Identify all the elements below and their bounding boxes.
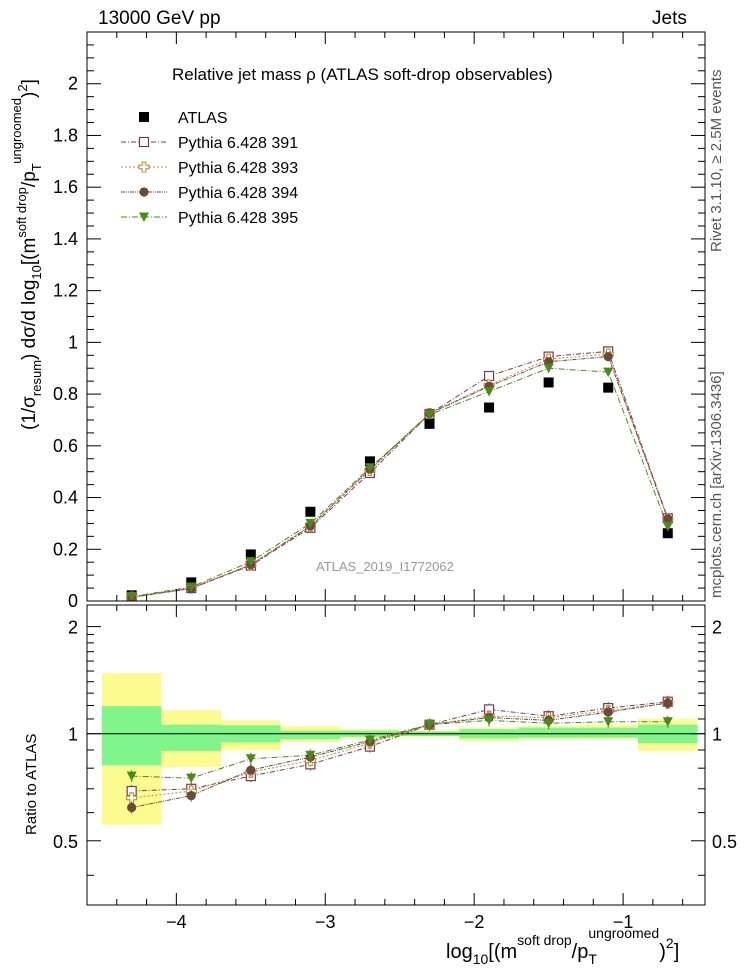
series-4-point bbox=[662, 522, 673, 532]
ratio-plot-frame bbox=[86, 604, 706, 906]
y-tick-label: 0.6 bbox=[53, 436, 78, 456]
series-4-ratio-point bbox=[364, 735, 375, 746]
y-tick-label: 1 bbox=[68, 332, 78, 352]
series-0-point bbox=[245, 549, 256, 560]
series-4-ratio-line bbox=[131, 719, 668, 779]
series-4-point bbox=[543, 363, 554, 374]
ratio-band-inner bbox=[578, 727, 638, 738]
x-tick-label: −4 bbox=[166, 912, 187, 932]
series-0-point bbox=[364, 456, 375, 467]
series-4-ratio-point bbox=[603, 717, 614, 727]
y-tick-label: 0.2 bbox=[53, 539, 78, 559]
series-0-point bbox=[186, 577, 197, 588]
series-3-ratio-point bbox=[186, 790, 196, 801]
chart-title: Relative jet mass ρ (ATLAS soft-drop obs… bbox=[172, 65, 553, 84]
ratio-band-inner bbox=[518, 727, 579, 738]
ratio-y-tick-label: 2 bbox=[68, 618, 78, 638]
series-0-point bbox=[424, 418, 435, 429]
x-tick-label: −1 bbox=[613, 912, 634, 932]
series-0-point bbox=[603, 382, 614, 393]
legend-label: Pythia 6.428 395 bbox=[178, 210, 298, 227]
series-0-point bbox=[484, 402, 495, 413]
y-tick-label: 1.8 bbox=[53, 125, 78, 145]
series-4-point bbox=[186, 582, 197, 593]
series-4-ratio-point bbox=[186, 773, 197, 784]
y-tick-label: 2 bbox=[68, 74, 78, 94]
legend-label: Pythia 6.428 394 bbox=[178, 185, 298, 202]
watermark-label: ATLAS_2019_I1772062 bbox=[316, 559, 454, 574]
header-left-label: 13000 GeV pp bbox=[98, 8, 221, 29]
x-tick-label: −3 bbox=[315, 912, 336, 932]
legend-marker bbox=[139, 212, 149, 222]
legend: ATLAS Pythia 6.428 391 Pythia 6.428 393 Pyt… bbox=[121, 110, 298, 227]
ratio-y-tick-label-right: 1 bbox=[712, 725, 722, 745]
series-3-ratio-line bbox=[131, 702, 668, 809]
ratio-uncertainty-bands bbox=[101, 673, 698, 825]
series-4-ratio-point bbox=[424, 720, 435, 730]
axes-ticks: −4 −3 −2 −1 0 0.2 0.4 0.6 0.8 1 1.2 1.4 1.6 1.8 2 0.5 0.… bbox=[53, 32, 737, 932]
ratio-band-inner bbox=[101, 706, 162, 766]
series-4-ratio-point bbox=[305, 750, 316, 761]
series-4-ratio-point bbox=[662, 717, 673, 727]
y-tick-label: 1.4 bbox=[53, 229, 78, 249]
series-4-point bbox=[245, 557, 256, 567]
series-4-ratio-point bbox=[484, 715, 495, 726]
series-3-point bbox=[663, 514, 673, 524]
ratio-band-inner bbox=[280, 730, 341, 740]
series-4-ratio-point bbox=[543, 718, 554, 729]
series-3-ratio-point bbox=[603, 707, 613, 717]
series-4-ratio-point bbox=[245, 754, 256, 764]
series-2-ratio-point bbox=[126, 792, 138, 804]
main-series-points bbox=[126, 346, 674, 601]
series-4-point bbox=[305, 518, 316, 529]
series-3-point bbox=[603, 351, 613, 362]
x-tick-label: −2 bbox=[464, 912, 485, 932]
legend-marker bbox=[139, 112, 149, 122]
series-3-ratio-point bbox=[246, 765, 256, 775]
ratio-y-tick-label-right: 0.5 bbox=[712, 832, 737, 852]
series-3-line bbox=[131, 356, 669, 598]
ratio-series-points bbox=[126, 695, 674, 814]
series-3-ratio-point bbox=[663, 698, 673, 708]
legend-marker bbox=[139, 187, 149, 197]
y-tick-label: 0 bbox=[68, 591, 78, 611]
series-4-point bbox=[126, 592, 137, 601]
series-0-point bbox=[662, 528, 673, 539]
legend-label: ATLAS bbox=[178, 110, 228, 127]
series-4-line bbox=[131, 367, 669, 598]
series-0-point bbox=[543, 377, 554, 388]
legend-label: Pythia 6.428 391 bbox=[178, 135, 298, 152]
y-tick-label: 1.2 bbox=[53, 281, 78, 301]
y-tick-label: 0.4 bbox=[53, 488, 78, 508]
legend-marker bbox=[138, 136, 150, 148]
series-1-point bbox=[483, 370, 495, 382]
ratio-y-tick-label: 1 bbox=[68, 725, 78, 745]
y-axis-title: (1/σresum) dσ/d log10[(msoft drop/pTungr… bbox=[9, 79, 44, 430]
series-4-ratio-point bbox=[126, 771, 137, 782]
ratio-y-tick-label-right: 2 bbox=[712, 618, 722, 638]
ratio-band-inner bbox=[161, 724, 222, 751]
header-right-label: Jets bbox=[652, 8, 687, 29]
legend-marker bbox=[138, 161, 150, 173]
series-4-point bbox=[364, 463, 375, 473]
y-tick-label: 1.6 bbox=[53, 177, 78, 197]
ratio-y-axis-title: Ratio to ATLAS bbox=[23, 734, 40, 835]
series-4-point bbox=[424, 410, 435, 420]
series-4-point bbox=[484, 387, 495, 397]
legend-label: Pythia 6.428 393 bbox=[178, 160, 298, 177]
series-0-point bbox=[305, 506, 316, 517]
ratio-y-tick-label: 0.5 bbox=[53, 832, 78, 852]
ratio-series-lines bbox=[131, 701, 668, 809]
series-2-ratio-line bbox=[131, 702, 668, 799]
series-3-ratio-point bbox=[127, 802, 137, 813]
series-4-point bbox=[603, 367, 614, 378]
x-axis-title: log10[(msoft drop/pTungroomed)2] bbox=[446, 925, 679, 967]
main-series-lines bbox=[131, 350, 669, 598]
y-tick-label: 0.8 bbox=[53, 384, 78, 404]
